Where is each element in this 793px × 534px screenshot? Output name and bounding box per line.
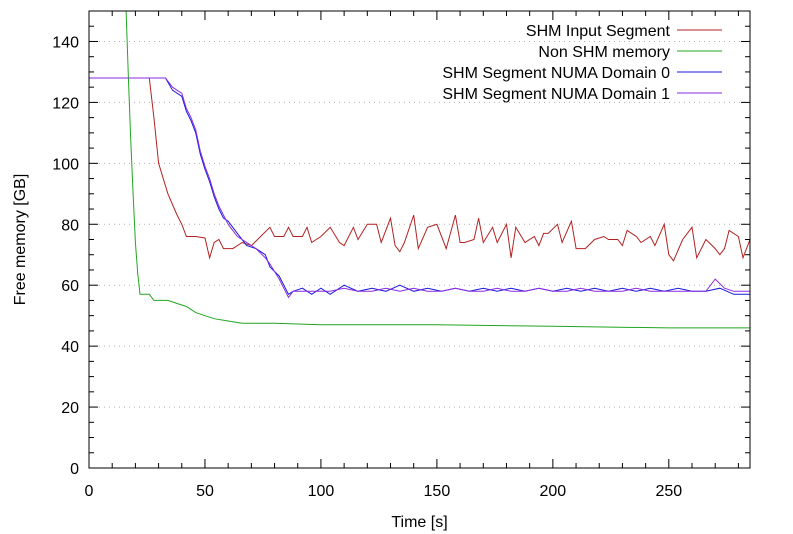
- x-tick-label: 100: [308, 483, 335, 500]
- y-tick-label: 120: [52, 95, 79, 112]
- y-tick-label: 60: [61, 278, 79, 295]
- y-tick-label: 100: [52, 156, 79, 173]
- grid: [89, 40, 750, 408]
- legend-label: SHM Segment NUMA Domain 1: [442, 86, 670, 103]
- x-tick-label: 200: [540, 483, 567, 500]
- x-tick-label: 0: [85, 483, 94, 500]
- series-line-4: [89, 77, 750, 299]
- y-tick-label: 80: [61, 217, 79, 234]
- x-tick-label: 50: [196, 483, 214, 500]
- x-axis-label: Time [s]: [391, 514, 447, 531]
- series-line-2: [125, 11, 750, 329]
- legend: SHM Input Segment Non SHM memory SHM Segme…: [442, 23, 722, 103]
- series-line-3: [89, 77, 750, 296]
- ticks: 0 50 100 150 200 250 0 20 40 60 80 100 120 140: [52, 11, 750, 500]
- y-tick-label: 20: [61, 400, 79, 417]
- series-lines: [89, 11, 750, 329]
- legend-label: Non SHM memory: [538, 44, 670, 61]
- y-tick-label: 140: [52, 34, 79, 51]
- x-tick-label: 250: [655, 483, 682, 500]
- legend-label: SHM Input Segment: [526, 23, 671, 40]
- series-line-1: [89, 77, 750, 262]
- y-axis-label: Free memory [GB]: [12, 174, 29, 306]
- x-tick-label: 150: [424, 483, 451, 500]
- legend-label: SHM Segment NUMA Domain 0: [442, 65, 670, 82]
- y-tick-label: 40: [61, 339, 79, 356]
- y-tick-label: 0: [70, 461, 79, 478]
